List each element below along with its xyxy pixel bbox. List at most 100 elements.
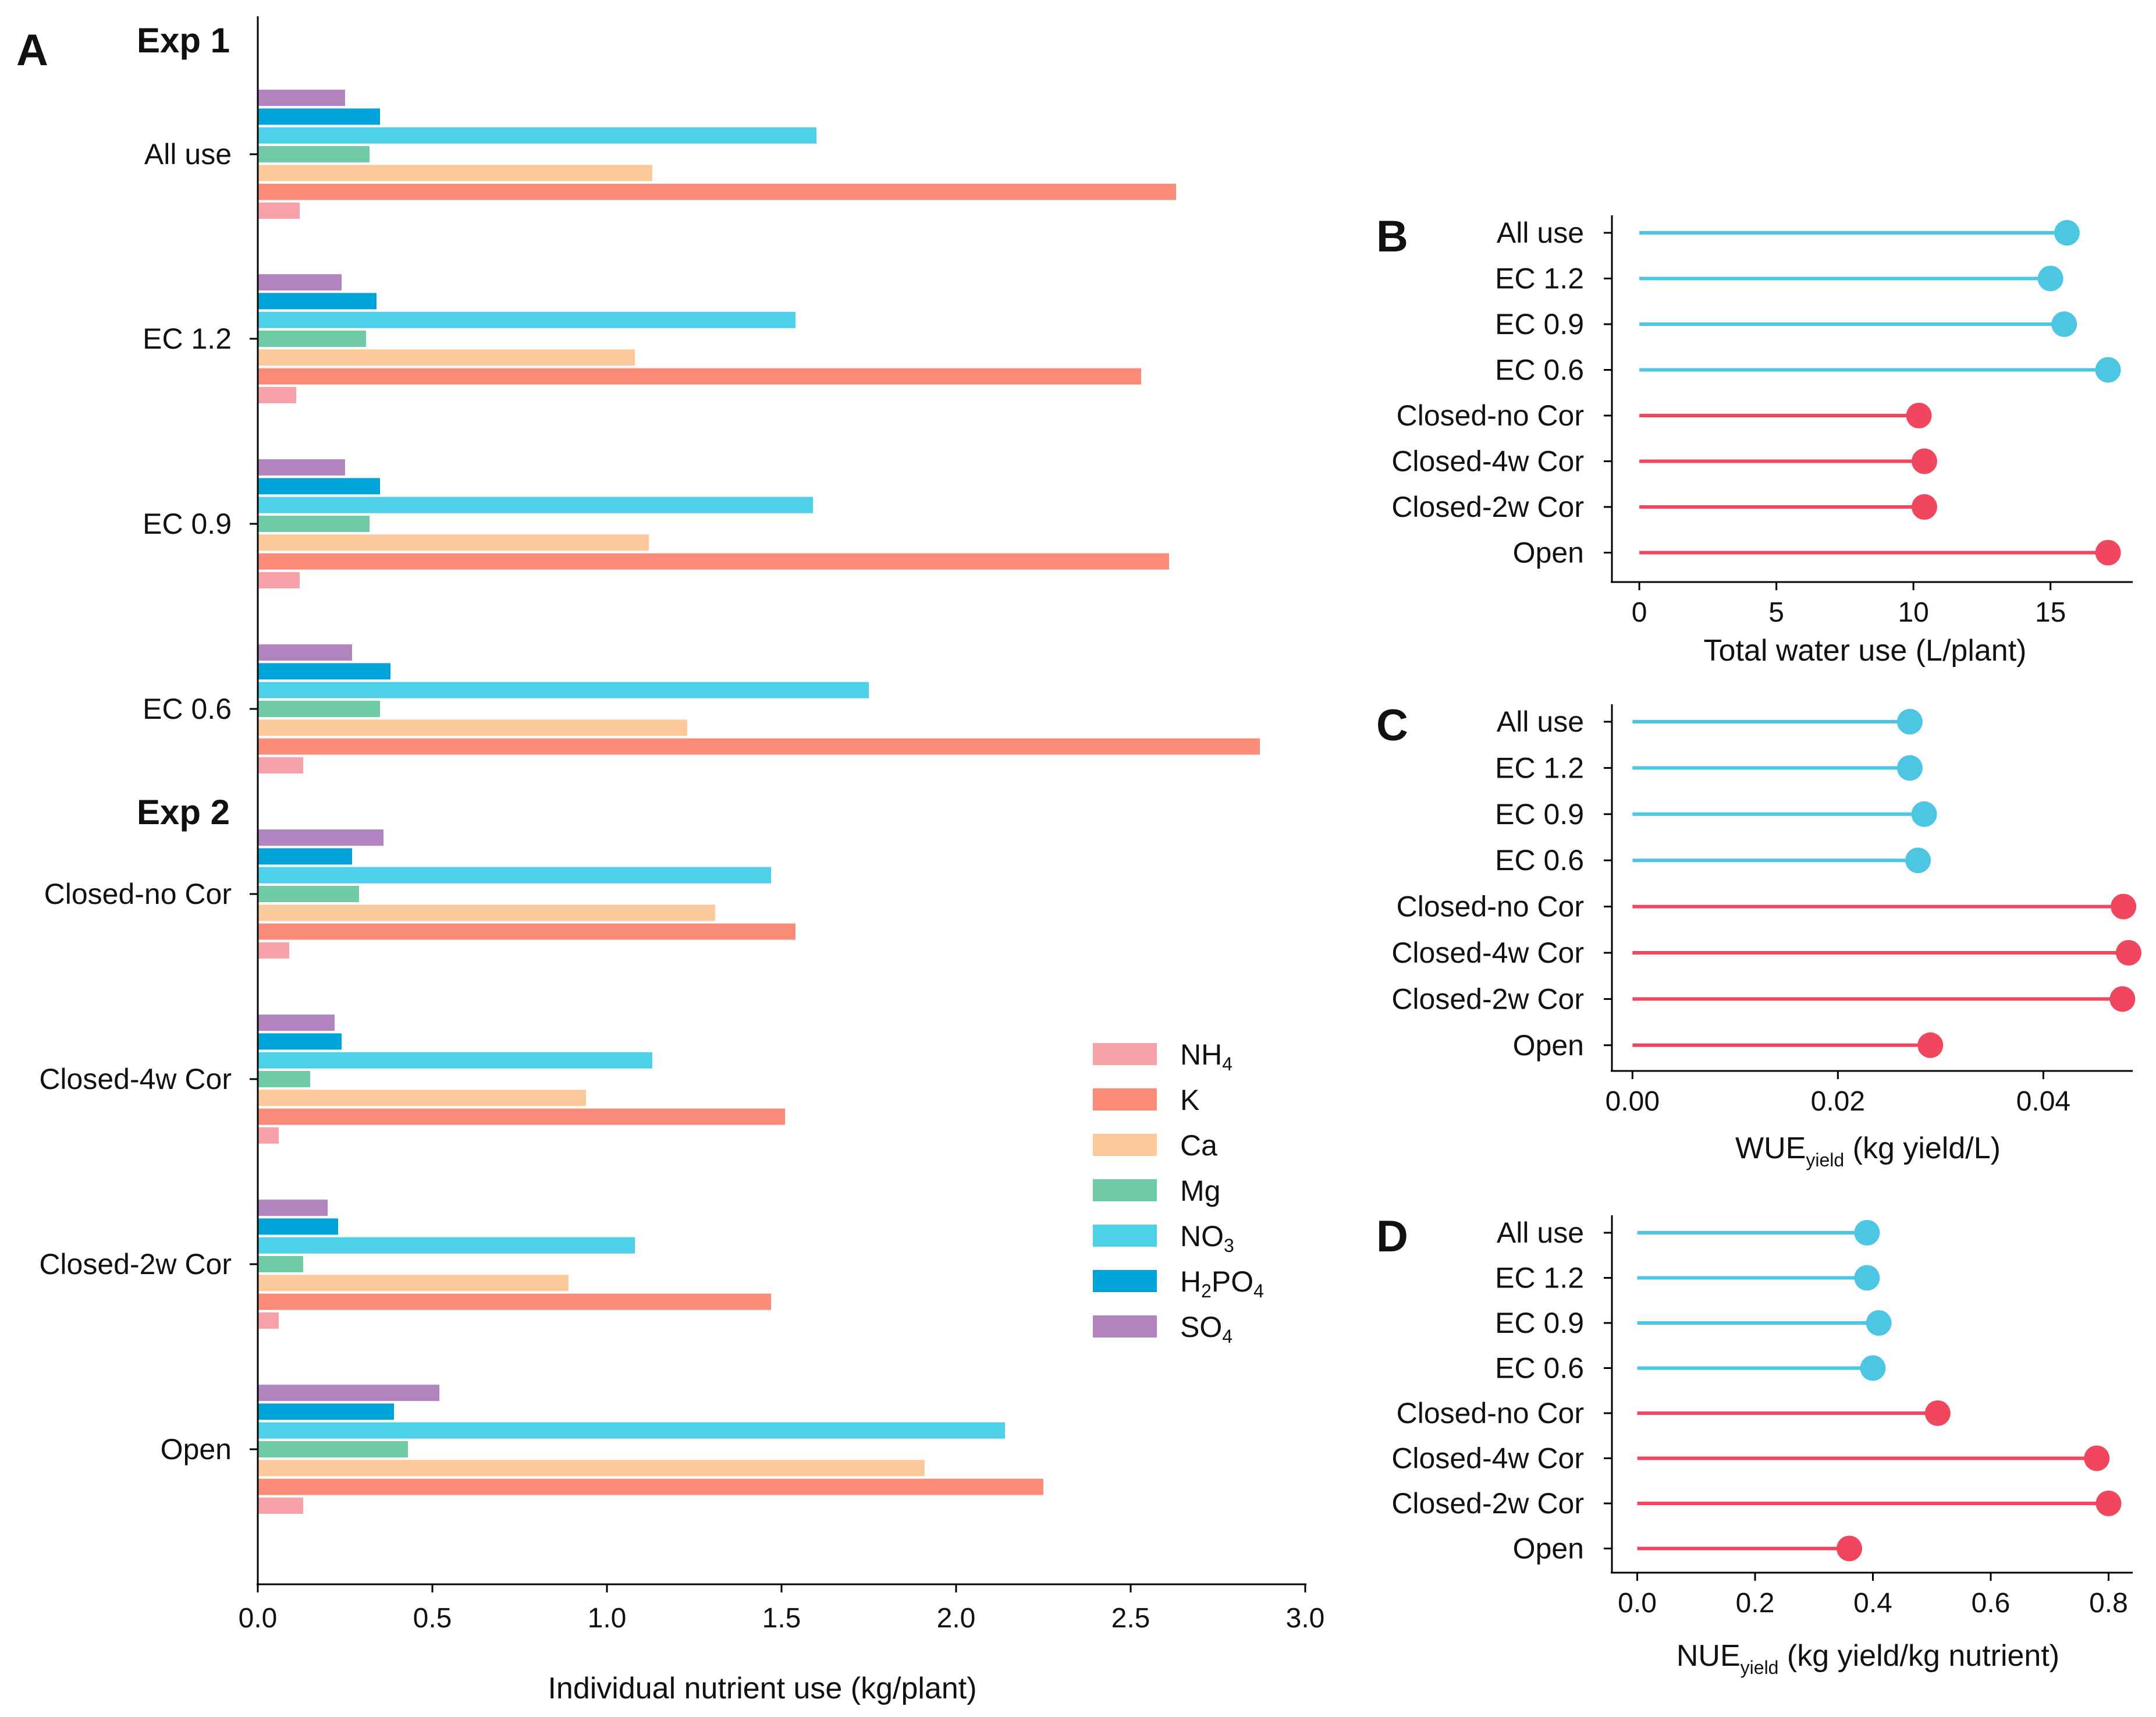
x-tick-label-0-0: 0.0 [239, 1603, 278, 1634]
bar-ca-closed-no-cor [258, 904, 715, 921]
point-closed-no-cor [1906, 403, 1932, 428]
bar-so4-open [258, 1385, 439, 1402]
x-axis-title-b: Total water use (L/plant) [1704, 634, 2027, 668]
point-open [1917, 1032, 1944, 1058]
bar-nh4-closed-no-cor [258, 942, 289, 959]
x-tick-label-0: 0 [1632, 597, 1647, 628]
x-tick-label-0-04: 0.04 [2016, 1086, 2070, 1117]
point-ec-1-2 [2037, 265, 2063, 292]
category-label-ec-0-6: EC 0.6 [1495, 844, 1584, 877]
legend-label-so4: SO4 [1180, 1311, 1232, 1347]
bar-no3-ec-0-9 [258, 496, 813, 513]
category-label-closed-no-cor: Closed-no Cor [1397, 891, 1584, 923]
bar-no3-ec-1-2 [258, 311, 795, 328]
x-tick-label-2-0: 2.0 [937, 1603, 976, 1634]
point-ec-1-2 [1896, 755, 1923, 781]
bar-ca-open [258, 1460, 925, 1477]
group-header-exp-2: Exp 2 [137, 793, 230, 832]
legend-swatch-ca [1093, 1134, 1157, 1156]
category-label-all-use: All use [1497, 705, 1584, 738]
category-label-closed-2w-cor: Closed-2w Cor [1391, 982, 1584, 1015]
category-label-ec-1-2: EC 1.2 [1495, 262, 1584, 295]
bar-ca-ec-0-6 [258, 719, 687, 736]
category-label-closed-2w-cor: Closed-2w Cor [1391, 1487, 1584, 1520]
bar-k-closed-2w-cor [258, 1293, 771, 1310]
bar-no3-open [258, 1422, 1005, 1439]
point-all-use [1896, 709, 1923, 735]
category-label-ec-1-2: EC 1.2 [1495, 751, 1584, 784]
bar-ca-all-use [258, 165, 652, 182]
x-axis-title-c: WUEyield (kg yield/L) [1735, 1131, 2001, 1170]
bar-nh4-ec-0-6 [258, 757, 303, 774]
category-label-closed-4w-cor: Closed-4w Cor [1391, 1442, 1584, 1475]
bar-ca-closed-4w-cor [258, 1090, 586, 1106]
bar-h2po4-closed-no-cor [258, 848, 352, 865]
bar-nh4-ec-0-9 [258, 572, 300, 588]
bar-so4-ec-0-6 [258, 644, 352, 661]
bar-nh4-all-use [258, 202, 300, 219]
category-label-ec-1-2: EC 1.2 [143, 322, 232, 355]
category-label-all-use: All use [1497, 1216, 1584, 1249]
x-tick-label-1-0: 1.0 [588, 1603, 627, 1634]
x-tick-label-5: 5 [1768, 597, 1784, 628]
bar-nh4-open [258, 1497, 303, 1514]
category-label-ec-0-6: EC 0.6 [1495, 354, 1584, 386]
legend-label-no3: NO3 [1180, 1220, 1234, 1256]
bar-mg-all-use [258, 146, 370, 162]
category-label-open: Open [1513, 1029, 1584, 1062]
bar-no3-closed-no-cor [258, 867, 771, 884]
panel-label-b: B [1376, 212, 1408, 261]
bar-mg-closed-no-cor [258, 886, 359, 902]
x-tick-label-2-5: 2.5 [1111, 1603, 1150, 1634]
bar-so4-ec-0-9 [258, 459, 345, 476]
category-label-ec-0-6: EC 0.6 [1495, 1352, 1584, 1385]
category-label-closed-no-cor: Closed-no Cor [1397, 399, 1584, 432]
point-closed-2w-cor [1912, 494, 1937, 520]
bar-nh4-ec-1-2 [258, 386, 296, 403]
x-tick-label-0-02: 0.02 [1811, 1086, 1865, 1117]
panel-label-c: C [1376, 701, 1408, 750]
bar-mg-closed-4w-cor [258, 1071, 310, 1087]
point-ec-0-6 [1860, 1355, 1886, 1381]
bar-h2po4-closed-4w-cor [258, 1033, 342, 1050]
bar-mg-ec-1-2 [258, 331, 366, 347]
x-axis-title-d: NUEyield (kg yield/kg nutrient) [1677, 1639, 2059, 1678]
category-label-ec-0-9: EC 0.9 [1495, 308, 1584, 340]
category-label-all-use: All use [1497, 217, 1584, 249]
legend-swatch-h2po4 [1093, 1270, 1157, 1292]
legend-swatch-so4 [1093, 1315, 1157, 1338]
bar-k-open [258, 1478, 1043, 1495]
legend-label-nh4: NH4 [1180, 1038, 1232, 1074]
legend-label-h2po4: H2PO4 [1180, 1265, 1264, 1301]
bar-mg-ec-0-9 [258, 516, 370, 532]
x-tick-label-0-00: 0.00 [1606, 1086, 1660, 1117]
category-label-ec-0-9: EC 0.9 [1495, 1307, 1584, 1339]
category-label-open: Open [1513, 537, 1584, 569]
point-ec-1-2 [1854, 1265, 1880, 1291]
x-tick-label-0-8: 0.8 [2089, 1588, 2128, 1619]
panel-b-water-use-lollipop: B All use EC 1.2 EC 0.9 EC 0.6 Closed-no Cor C… [1376, 212, 2133, 668]
bar-mg-open [258, 1441, 408, 1457]
point-ec-0-6 [1905, 847, 1931, 874]
x-tick-label-0-6: 0.6 [1972, 1588, 2011, 1619]
point-all-use [1854, 1220, 1880, 1246]
category-label-open: Open [161, 1433, 232, 1466]
point-open [1837, 1535, 1863, 1562]
bar-so4-all-use [258, 90, 345, 107]
bar-k-closed-4w-cor [258, 1108, 785, 1125]
x-tick-label-0-2: 0.2 [1736, 1588, 1775, 1619]
point-closed-4w-cor [2084, 1445, 2110, 1471]
point-ec-0-9 [1866, 1310, 1892, 1336]
legend-swatch-k [1093, 1088, 1157, 1111]
bar-h2po4-all-use [258, 108, 380, 125]
x-tick-label-15: 15 [2035, 597, 2066, 628]
bar-so4-closed-2w-cor [258, 1200, 328, 1216]
category-label-closed-4w-cor: Closed-4w Cor [1391, 445, 1584, 478]
category-label-closed-4w-cor: Closed-4w Cor [39, 1063, 232, 1095]
category-label-ec-0-9: EC 0.9 [143, 508, 232, 540]
bar-so4-closed-no-cor [258, 829, 383, 846]
point-closed-no-cor [1924, 1400, 1951, 1426]
category-label-closed-2w-cor: Closed-2w Cor [1391, 491, 1584, 523]
bar-k-all-use [258, 183, 1176, 200]
